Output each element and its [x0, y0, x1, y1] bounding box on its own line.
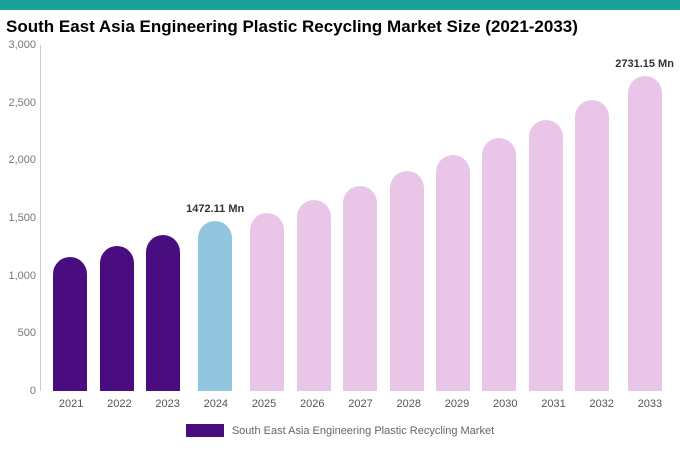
legend-label: South East Asia Engineering Plastic Recy… — [231, 424, 495, 437]
header-accent-bar — [0, 0, 680, 10]
bar-column — [569, 45, 615, 391]
bar-2027 — [343, 186, 378, 391]
bar-2028 — [389, 171, 424, 391]
legend: South East Asia Engineering Plastic Recy… — [0, 424, 680, 437]
bar-2029 — [435, 155, 470, 391]
bar-column — [430, 45, 476, 391]
bar-column: 1472.11 Mn — [186, 45, 244, 391]
x-axis-label: 2029 — [444, 398, 470, 410]
plot-area: 1472.11 Mn 2731.15 Mn 2021 2022 2023 2024 202… — [40, 45, 680, 410]
bar-2023 — [145, 235, 180, 391]
bar-column — [522, 45, 568, 391]
bar-column — [337, 45, 383, 391]
x-axis-label: 2032 — [589, 398, 614, 410]
y-tick-label: 0 — [29, 385, 36, 397]
bar-2024 — [198, 221, 233, 391]
x-axis-label: 2030 — [492, 398, 518, 410]
x-axis-label: 2026 — [300, 398, 325, 410]
bar-column: 2731.15 Mn — [615, 45, 674, 391]
legend-swatch — [185, 424, 224, 437]
x-axis-label: 2023 — [155, 398, 180, 410]
bar-column — [93, 45, 139, 391]
y-axis: 0 500 1,000 1,500 2,000 2,500 3,000 — [4, 39, 40, 397]
bar-2025 — [250, 212, 285, 391]
bar-2022 — [99, 245, 134, 391]
y-tick-label: 3,000 — [8, 39, 36, 51]
x-axis-label: 2021 — [58, 398, 84, 410]
bar-column — [47, 45, 93, 391]
y-tick-label: 500 — [17, 327, 36, 340]
bar-column — [244, 45, 290, 391]
y-tick-label: 2,000 — [8, 154, 36, 167]
x-axis: 2021 2022 2023 2024 2025 2026 2027 2028 2029 2030… — [41, 391, 680, 410]
y-tick-label: 2,500 — [8, 96, 36, 109]
x-axis-label: 2027 — [348, 398, 373, 410]
y-tick-label: 1,000 — [8, 269, 36, 282]
chart: 0 500 1,000 1,500 2,000 2,500 3,000 1472.11 Mn… — [0, 39, 680, 410]
data-label: 1472.11 Mn — [186, 203, 245, 216]
x-axis-label: 2033 — [637, 398, 663, 410]
bar-2021 — [53, 256, 88, 391]
bars-container: 1472.11 Mn 2731.15 Mn — [40, 45, 680, 391]
bar-2026 — [296, 199, 331, 391]
chart-title: South East Asia Engineering Plastic Recy… — [6, 17, 578, 36]
x-axis-label: 2028 — [396, 398, 421, 410]
bar-2033 — [627, 76, 662, 391]
y-tick-label: 1,500 — [8, 212, 36, 224]
x-axis-label: 2031 — [541, 398, 566, 410]
bar-column — [476, 45, 522, 391]
bar-2030 — [482, 137, 517, 391]
x-axis-label: 2024 — [203, 398, 229, 410]
bar-column — [291, 45, 337, 391]
bar-column — [383, 45, 429, 391]
bar-2032 — [575, 100, 610, 391]
x-axis-label: 2022 — [107, 398, 132, 410]
x-axis-label: 2025 — [251, 398, 277, 410]
bar-2031 — [528, 119, 563, 391]
data-label: 2731.15 Mn — [615, 58, 674, 71]
bar-column — [140, 45, 186, 391]
